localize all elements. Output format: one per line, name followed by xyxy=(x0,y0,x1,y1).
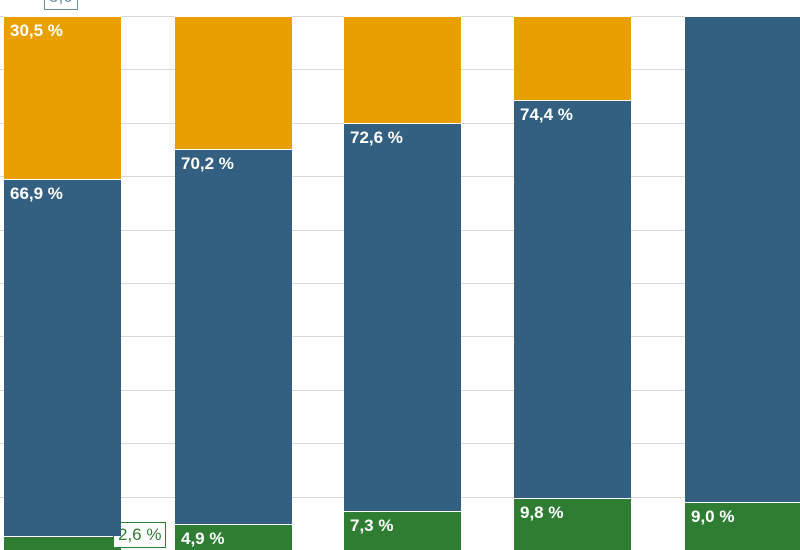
data-label: 74,4 % xyxy=(520,105,573,125)
data-label: 72,6 % xyxy=(350,128,403,148)
bar-segment: 9,8 % xyxy=(514,497,631,550)
data-label: 66,9 % xyxy=(10,183,63,203)
bar-segment: 4,9 % xyxy=(175,523,292,550)
bar-segment: 30,5 % xyxy=(4,16,121,179)
bar-segment: 72,6 % xyxy=(344,123,461,512)
data-label: 9,8 % xyxy=(520,502,564,522)
bar-segment xyxy=(175,16,292,149)
data-label: 7,3 % xyxy=(350,516,394,536)
bar-segment: 7,3 % xyxy=(344,511,461,550)
data-label: 4,9 % xyxy=(181,528,225,548)
bar-segment: 9,0 % xyxy=(685,501,800,550)
bar-segment xyxy=(514,16,631,101)
data-label: 2,6 % xyxy=(113,522,167,549)
data-label: 9,0 % xyxy=(691,506,735,526)
bar-segment xyxy=(685,16,800,502)
bar-segment: 74,4 % xyxy=(514,100,631,498)
data-label: 30,5 % xyxy=(10,21,63,41)
bar-segment: 70,2 % xyxy=(175,148,292,524)
bar-segment: 66,9 % xyxy=(4,178,121,537)
bar-segment xyxy=(4,536,121,550)
data-label-callout: 5,6 xyxy=(44,0,78,11)
data-label: 70,2 % xyxy=(181,153,234,173)
bar-segment xyxy=(344,16,461,124)
